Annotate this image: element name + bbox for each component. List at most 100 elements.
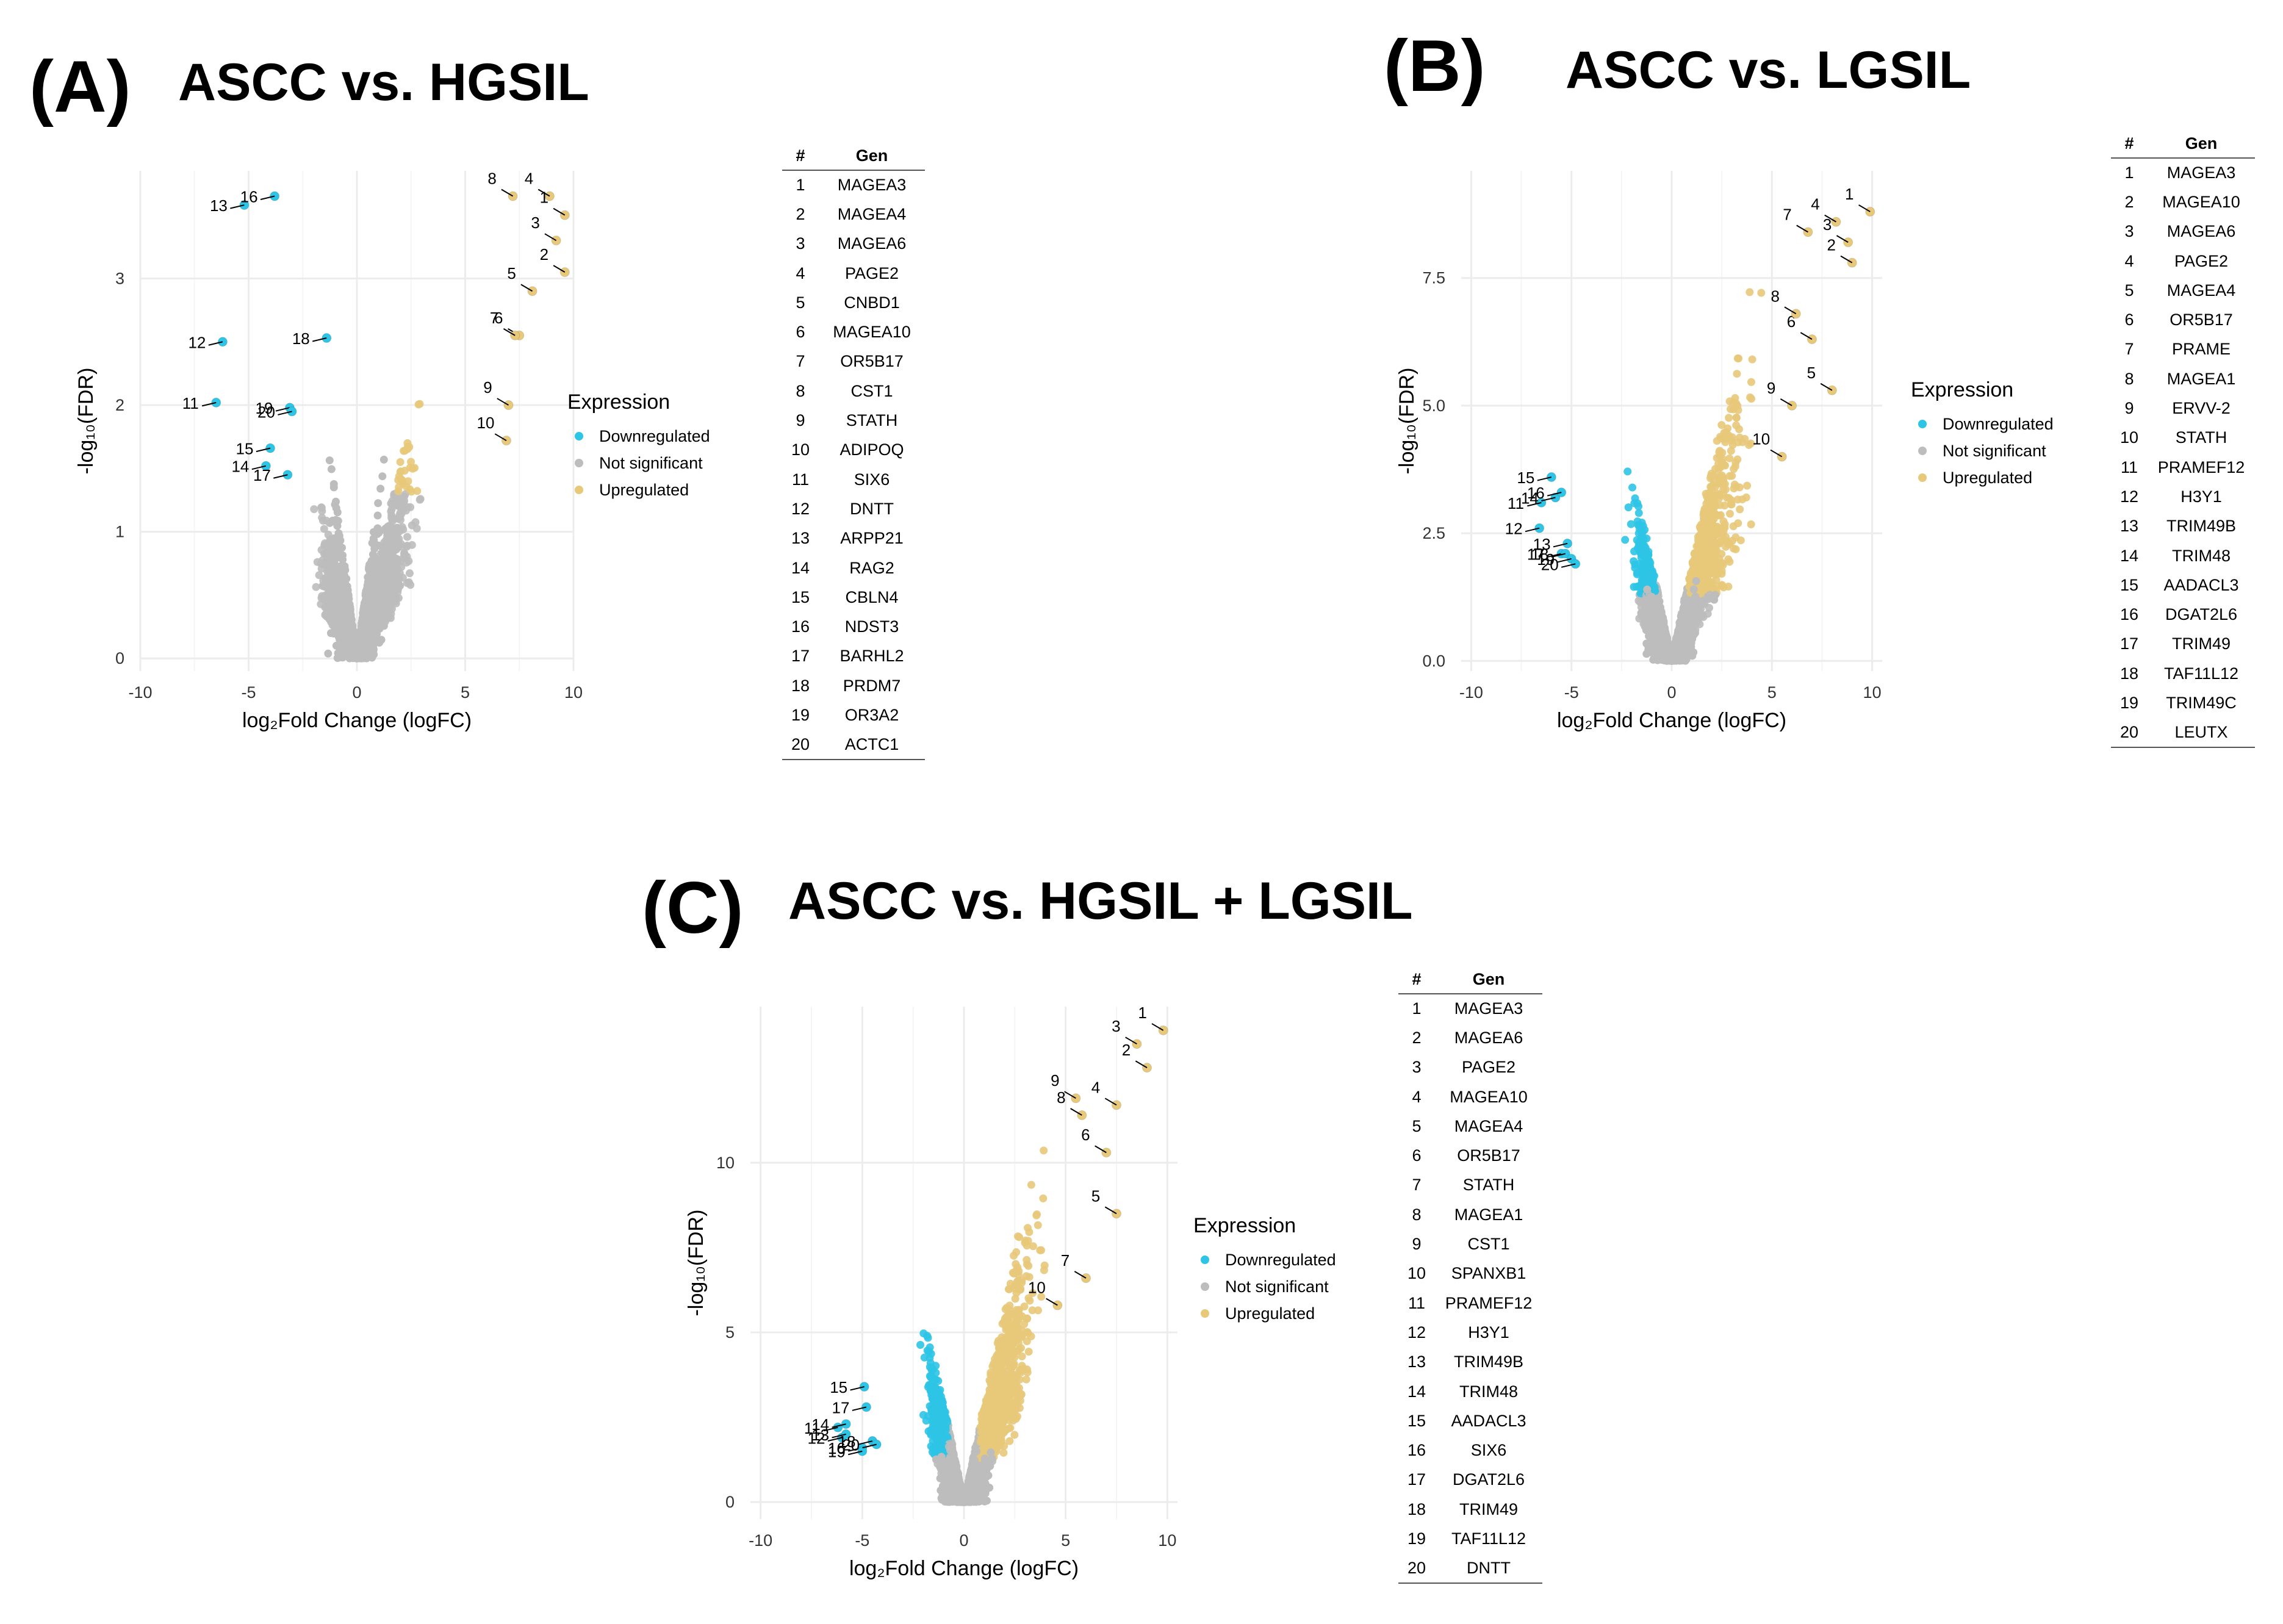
data-point [1747, 520, 1755, 529]
data-point [337, 562, 345, 570]
labeled-point [501, 436, 511, 446]
table-header-gene: Gen [819, 142, 925, 171]
label-leader [553, 207, 566, 216]
data-point [310, 505, 318, 514]
data-point [386, 599, 394, 608]
data-point [403, 552, 411, 561]
table-cell-num: 15 [791, 587, 810, 606]
point-label: 17 [253, 466, 271, 484]
data-point [400, 497, 409, 505]
data-point [393, 582, 401, 591]
data-point [317, 503, 326, 512]
table-cell-num: 17 [791, 647, 810, 666]
table-cell-num: 7 [796, 352, 805, 371]
data-point [391, 554, 400, 562]
label-leader [497, 398, 509, 406]
label-leader [312, 337, 327, 342]
table-row: 15 CBLN4 [782, 583, 925, 612]
labeled-point [503, 400, 514, 411]
table-row: 12 DNTT [782, 494, 925, 523]
data-point [1725, 509, 1734, 518]
point-cloud [310, 400, 425, 663]
table-cell-gene: RAG2 [849, 558, 894, 577]
data-point [331, 497, 340, 506]
data-point [374, 499, 383, 508]
data-point [382, 610, 390, 619]
table-cell-num: 2 [796, 204, 805, 223]
x-tick-label: 0 [352, 683, 361, 702]
point-label: 16 [240, 188, 258, 206]
table-cell-num: 20 [782, 730, 819, 760]
data-point [332, 641, 340, 650]
label-leader [260, 195, 275, 200]
data-point [394, 587, 402, 596]
label-leader [520, 284, 533, 292]
labeled-point [239, 200, 250, 210]
data-point [394, 487, 403, 495]
table-row: 19 OR3A2 [782, 700, 925, 730]
table-cell-gene: PRDM7 [843, 676, 901, 695]
table-row: 8 CST1 [782, 376, 925, 406]
table-cell-num: 6 [796, 323, 805, 342]
y-tick-label: 2 [115, 396, 124, 414]
table-cell-num: 9 [796, 411, 805, 430]
x-tick-label: 5 [461, 683, 470, 702]
data-point [1627, 520, 1635, 528]
data-point [329, 630, 338, 638]
label-leader [537, 189, 550, 197]
data-point [324, 530, 333, 539]
data-point [403, 533, 412, 541]
y-tick-label: 0 [115, 649, 124, 667]
data-point [381, 545, 389, 554]
data-point [364, 625, 373, 634]
data-point [327, 465, 336, 473]
data-point [358, 619, 366, 628]
label-leader [275, 407, 290, 412]
data-point [315, 571, 323, 580]
table-cell-num: 16 [791, 617, 810, 636]
point-label: 1 [540, 189, 548, 207]
table-cell-num: 11 [791, 470, 810, 489]
data-point [338, 554, 347, 562]
table-row: 6 MAGEA10 [782, 317, 925, 347]
label-leader [544, 233, 557, 242]
x-tick-label: 10 [564, 683, 583, 702]
table-cell-gene: SIX6 [854, 470, 890, 489]
data-point [400, 447, 408, 455]
data-point [405, 569, 414, 578]
data-point [406, 485, 414, 494]
data-point [378, 472, 387, 481]
table-row: 18 PRDM7 [782, 671, 925, 700]
data-point [330, 559, 339, 567]
data-point [348, 623, 356, 631]
point-cloud [1621, 288, 1766, 665]
data-point [312, 583, 320, 591]
table-cell-num: 1 [796, 176, 805, 195]
data-point [365, 583, 373, 591]
data-point [389, 530, 397, 539]
table-row: 9 STATH [782, 406, 925, 435]
data-point [415, 495, 424, 504]
data-point [333, 583, 341, 592]
data-point [376, 484, 385, 493]
labeled-point [261, 461, 271, 471]
point-label: 13 [210, 196, 228, 215]
data-point [325, 615, 334, 623]
table-cell-gene: ADIPOQ [839, 440, 904, 459]
data-point [379, 622, 388, 630]
table-cell-gene: MAGEA3 [837, 176, 907, 195]
data-point [387, 567, 396, 576]
labeled-point [527, 286, 537, 296]
data-point [334, 529, 343, 537]
data-point [412, 524, 421, 533]
data-point [359, 638, 368, 646]
data-point [1736, 505, 1744, 514]
point-label: 18 [292, 329, 310, 348]
label-leader [553, 265, 566, 273]
data-point [331, 622, 340, 631]
data-point [332, 504, 340, 512]
point-label: 14 [231, 458, 249, 476]
data-point [368, 539, 376, 547]
table-cell-num: 8 [796, 381, 805, 400]
